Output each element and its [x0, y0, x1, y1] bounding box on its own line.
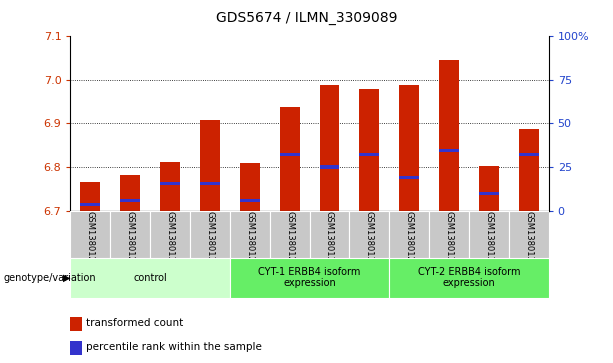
Text: transformed count: transformed count [86, 318, 183, 328]
Text: GSM1380128: GSM1380128 [285, 212, 294, 268]
Bar [200, 182, 220, 185]
Bar [479, 192, 499, 195]
Text: CYT-1 ERBB4 isoform
expression: CYT-1 ERBB4 isoform expression [258, 267, 361, 289]
Bar [80, 203, 101, 206]
Bar [120, 175, 140, 211]
Bar [230, 211, 270, 258]
Text: ▶: ▶ [63, 273, 70, 283]
Bar [469, 211, 509, 258]
Text: GSM1380130: GSM1380130 [444, 212, 454, 268]
Bar [349, 211, 389, 258]
Bar [509, 211, 549, 258]
Bar [70, 258, 230, 298]
Bar [280, 153, 300, 156]
Bar [359, 89, 379, 211]
Text: GSM1380136: GSM1380136 [524, 212, 533, 268]
Bar [70, 211, 110, 258]
Bar [319, 166, 340, 168]
Text: GSM1380127: GSM1380127 [245, 212, 254, 268]
Text: GSM1380131: GSM1380131 [166, 212, 175, 268]
Bar [280, 107, 300, 211]
Bar [270, 211, 310, 258]
Text: GSM1380129: GSM1380129 [405, 212, 414, 268]
Text: GSM1380125: GSM1380125 [86, 212, 95, 268]
Text: GSM1380126: GSM1380126 [126, 212, 135, 268]
Bar [240, 163, 260, 211]
Text: control: control [133, 273, 167, 283]
Bar [359, 153, 379, 156]
Bar [230, 258, 389, 298]
Text: CYT-2 ERBB4 isoform
expression: CYT-2 ERBB4 isoform expression [417, 267, 520, 289]
Bar [399, 176, 419, 179]
Bar [429, 211, 469, 258]
Bar [150, 211, 190, 258]
Bar [519, 153, 539, 156]
Text: GSM1380135: GSM1380135 [484, 212, 493, 268]
Text: GSM1380133: GSM1380133 [325, 212, 334, 268]
Bar [160, 162, 180, 211]
Bar [439, 60, 459, 211]
Bar [160, 182, 180, 185]
Bar [519, 129, 539, 211]
Bar [479, 166, 499, 211]
Bar [120, 199, 140, 203]
Text: GSM1380134: GSM1380134 [365, 212, 374, 268]
Bar [200, 120, 220, 211]
Text: GDS5674 / ILMN_3309089: GDS5674 / ILMN_3309089 [216, 11, 397, 25]
Text: genotype/variation: genotype/variation [3, 273, 96, 283]
Bar [399, 85, 419, 211]
Bar [190, 211, 230, 258]
Bar [310, 211, 349, 258]
Bar [80, 182, 101, 211]
Bar [319, 85, 340, 211]
Bar [389, 211, 429, 258]
Bar [389, 258, 549, 298]
Text: GSM1380132: GSM1380132 [205, 212, 215, 268]
Text: percentile rank within the sample: percentile rank within the sample [86, 342, 262, 352]
Bar [240, 199, 260, 203]
Bar [110, 211, 150, 258]
Bar [439, 149, 459, 152]
